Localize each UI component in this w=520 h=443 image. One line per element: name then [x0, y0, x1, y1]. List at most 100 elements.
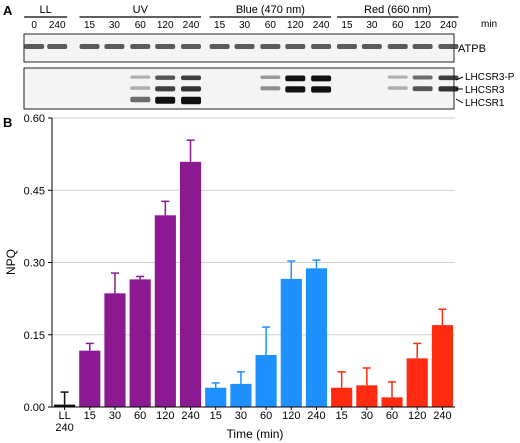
atpb-band: [361, 44, 382, 49]
condition-group-headers: LL UV Blue (470 nm) Red (660 nm): [24, 4, 459, 18]
lhcsr1-band: [181, 96, 202, 105]
atpb-band: [104, 44, 125, 49]
atpb-band: [336, 44, 357, 49]
lhcsr1-band: [130, 96, 151, 103]
x-tick-label: 60: [134, 410, 146, 422]
npq-bar: [79, 350, 101, 407]
x-axis-label: Time (min): [227, 427, 284, 441]
lhcsr3-band: [311, 86, 332, 93]
x-tick-label: 30: [235, 410, 247, 422]
atpb-band: [155, 44, 176, 49]
lane-label: 15: [214, 20, 226, 31]
lhcsr3p-band: [438, 75, 459, 81]
npq-bar: [280, 278, 302, 407]
npq-bar: [154, 215, 176, 407]
npq-bar: [431, 325, 453, 407]
y-tick-label: 0.60: [24, 113, 45, 125]
lhcsr3-band: [260, 86, 281, 91]
atpb-band: [181, 44, 202, 49]
atpb-band: [260, 44, 281, 49]
npq-bar: [406, 358, 428, 407]
y-axis-ticks: 0.00 0.15 0.30 0.45 0.60: [24, 113, 52, 414]
lane-time-labels: 0 240 15 30 60 120 240 15 30 60 120 240 15 30 60 120 240: [31, 20, 457, 31]
x-tick-label: 120: [408, 410, 426, 422]
npq-bar: [54, 404, 76, 407]
x-tick-label: 240: [433, 410, 451, 422]
lhcsr3-band: [155, 86, 176, 92]
lhcsr3p-band: [311, 75, 332, 82]
panel-a-label: A: [3, 3, 13, 18]
x-tick-label: 120: [282, 410, 300, 422]
lane-label: 60: [392, 20, 404, 31]
group-header: Blue (470 nm): [236, 4, 305, 16]
group-header: Red (660 nm): [364, 4, 431, 16]
lhcsr3-band: [285, 86, 306, 93]
lhcsr3-band: [387, 86, 408, 90]
lhcsr3p-band: [285, 75, 306, 82]
lane-label: 120: [287, 20, 304, 31]
x-tick-label: 60: [386, 410, 398, 422]
error-bars: [60, 139, 447, 405]
group-header: UV: [133, 4, 149, 16]
x-tick-label: 240: [55, 422, 73, 434]
x-tick-label: 15: [336, 410, 348, 422]
atpb-band: [47, 44, 68, 49]
lhcsr3-band: [438, 86, 459, 92]
atpb-band: [387, 44, 408, 49]
lhcsr3p-band: [412, 75, 433, 80]
x-tick-label: 60: [260, 410, 272, 422]
lhcsr3p-band: [181, 75, 202, 81]
lane-label: 0: [31, 20, 37, 31]
npq-bar: [305, 268, 328, 407]
lane-label: 120: [414, 20, 431, 31]
lhcsr1-band: [155, 96, 176, 104]
x-tick-label: 30: [361, 410, 373, 422]
y-tick-label: 0.00: [24, 402, 45, 414]
bars: [54, 161, 453, 407]
y-tick-label: 0.15: [24, 330, 45, 342]
atpb-label: ATPB: [458, 43, 486, 55]
x-tick-label: 15: [84, 410, 96, 422]
lane-label: 30: [239, 20, 251, 31]
panel-b-label: B: [3, 115, 12, 130]
lane-label: 240: [49, 20, 66, 31]
lhcsr3p-band: [387, 75, 408, 79]
lhcsr3-band: [412, 86, 433, 92]
lane-label: 120: [157, 20, 174, 31]
npq-bar: [205, 387, 227, 407]
lane-label: 240: [183, 20, 200, 31]
npq-bar: [331, 387, 353, 407]
x-tick-label: 240: [307, 410, 325, 422]
lane-label: 60: [135, 20, 147, 31]
npq-bar: [129, 279, 151, 407]
npq-bar: [104, 293, 126, 407]
x-tick-label: 240: [181, 410, 199, 422]
lhcsr1-label: LHCSR1: [465, 98, 505, 109]
npq-bar: [230, 383, 252, 407]
x-tick-label: 30: [109, 410, 121, 422]
lhcsr-blot: [23, 67, 455, 110]
y-tick-label: 0.45: [24, 185, 45, 197]
atpb-band: [311, 44, 332, 49]
panel-a-western-blot: A LL UV Blue (470 nm) Red (660 nm) 0 240 15 30…: [3, 3, 515, 110]
x-tick-label: 120: [156, 410, 174, 422]
lhcsr-bands: [130, 75, 459, 105]
lane-label: 15: [341, 20, 353, 31]
lhcsr3p-label: LHCSR3-P: [465, 72, 515, 83]
lane-label: 15: [84, 20, 96, 31]
lane-label: 30: [366, 20, 378, 31]
npq-bar: [255, 354, 277, 407]
x-tick-label: LL: [58, 410, 70, 422]
y-tick-label: 0.30: [24, 258, 45, 270]
lhcsr3-band: [181, 86, 202, 92]
atpb-band: [285, 44, 306, 49]
atpb-band: [234, 44, 255, 49]
npq-bar: [356, 385, 378, 407]
lane-label: 240: [440, 20, 457, 31]
lhcsr3p-band: [155, 75, 176, 80]
atpb-band: [412, 44, 433, 49]
npq-bar: [179, 161, 202, 407]
atpb-band: [130, 44, 151, 49]
group-header: LL: [40, 4, 52, 16]
